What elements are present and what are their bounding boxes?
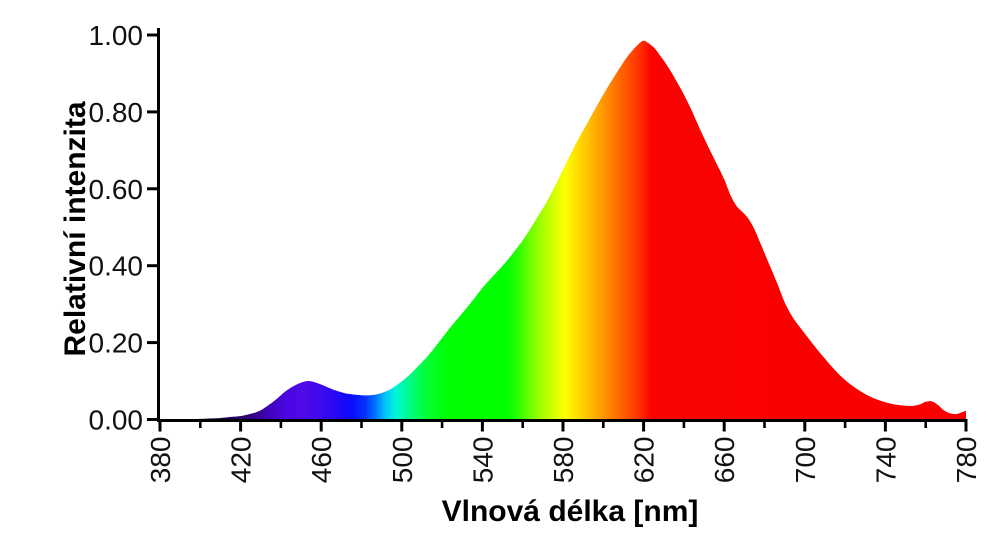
y-tick-label: 0.00 <box>89 405 144 436</box>
x-tick-label: 660 <box>709 437 740 484</box>
y-tick-label: 0.40 <box>89 251 144 282</box>
y-tick-labels: 0.00 0.20 0.40 0.60 0.80 1.00 <box>89 20 144 436</box>
x-tick-label: 420 <box>226 437 257 484</box>
y-tick-label: 0.20 <box>89 328 144 359</box>
y-tick-label: 0.80 <box>89 97 144 128</box>
axes <box>157 28 968 422</box>
x-tick-label: 540 <box>467 437 498 484</box>
x-axis-title: Vlnová délka [nm] <box>442 495 699 528</box>
x-tick-label: 780 <box>951 437 982 484</box>
x-tick-label: 620 <box>629 437 660 484</box>
x-tick-label: 700 <box>790 437 821 484</box>
y-axis-ticks <box>147 33 157 421</box>
y-tick-label: 1.00 <box>89 20 144 51</box>
y-axis-title: Relativní intenzita <box>59 101 92 356</box>
x-tick-label: 380 <box>145 437 176 484</box>
x-tick-label: 460 <box>306 437 337 484</box>
y-tick-label: 0.60 <box>89 174 144 205</box>
x-tick-label: 500 <box>387 437 418 484</box>
x-axis-ticks <box>158 422 968 432</box>
x-tick-label: 580 <box>548 437 579 484</box>
x-tick-label: 740 <box>870 437 901 484</box>
x-tick-labels: 380 420 460 500 540 580 620 660 700 740 780 <box>145 437 982 484</box>
spectrum-area <box>160 40 966 420</box>
